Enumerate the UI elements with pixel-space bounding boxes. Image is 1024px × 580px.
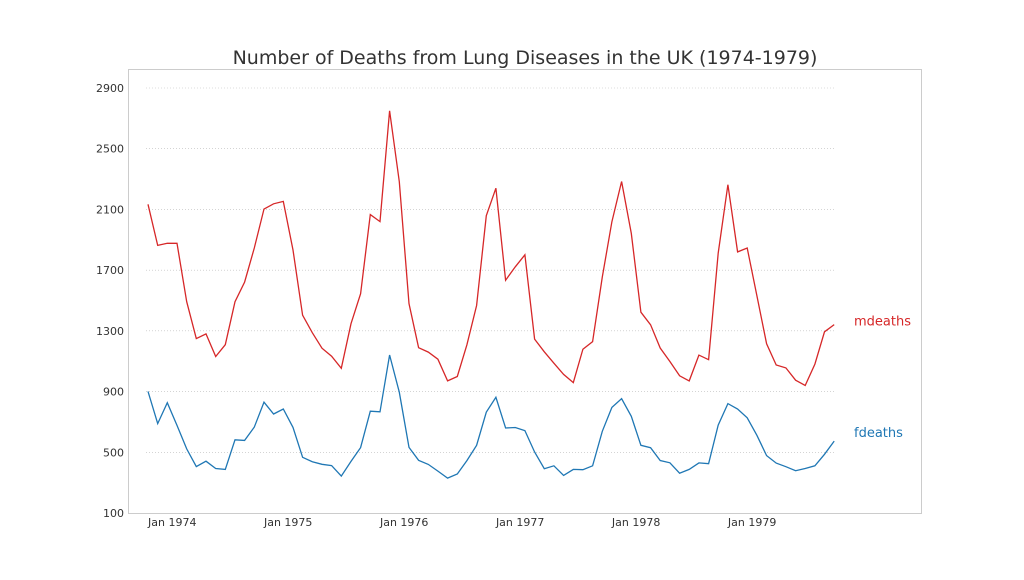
x-tick-label: Jan 1978 [611, 516, 660, 529]
y-tick-label: 2500 [96, 143, 124, 156]
y-tick-label: 500 [103, 446, 124, 459]
y-tick-label: 2900 [96, 82, 124, 95]
y-tick-label: 2100 [96, 203, 124, 216]
series-labels: mdeaths fdeaths [854, 315, 911, 441]
x-axis: Jan 1974 Jan 1975 Jan 1976 Jan 1977 Jan 1978… [147, 516, 776, 529]
series-line-fdeaths [147, 354, 835, 479]
series-lines [147, 110, 835, 479]
y-tick-label: 1700 [96, 264, 124, 277]
x-tick-label: Jan 1977 [495, 516, 544, 529]
series-label-mdeaths: mdeaths [854, 315, 911, 330]
y-tick-label: 1300 [96, 325, 124, 338]
plot-frame [128, 69, 922, 514]
y-tick-label: 900 [103, 386, 124, 399]
series-label-fdeaths: fdeaths [854, 426, 903, 441]
y-axis: 100 500 900 1300 1700 2100 2500 2900 [96, 82, 124, 520]
x-tick-label: Jan 1976 [379, 516, 428, 529]
series-line-mdeaths [147, 110, 835, 387]
x-tick-label: Jan 1979 [727, 516, 776, 529]
chart-title: Number of Deaths from Lung Diseases in t… [233, 47, 818, 69]
y-tick-label: 100 [103, 507, 124, 520]
x-tick-label: Jan 1975 [263, 516, 312, 529]
grid [146, 87, 836, 453]
x-tick-label: Jan 1974 [147, 516, 196, 529]
